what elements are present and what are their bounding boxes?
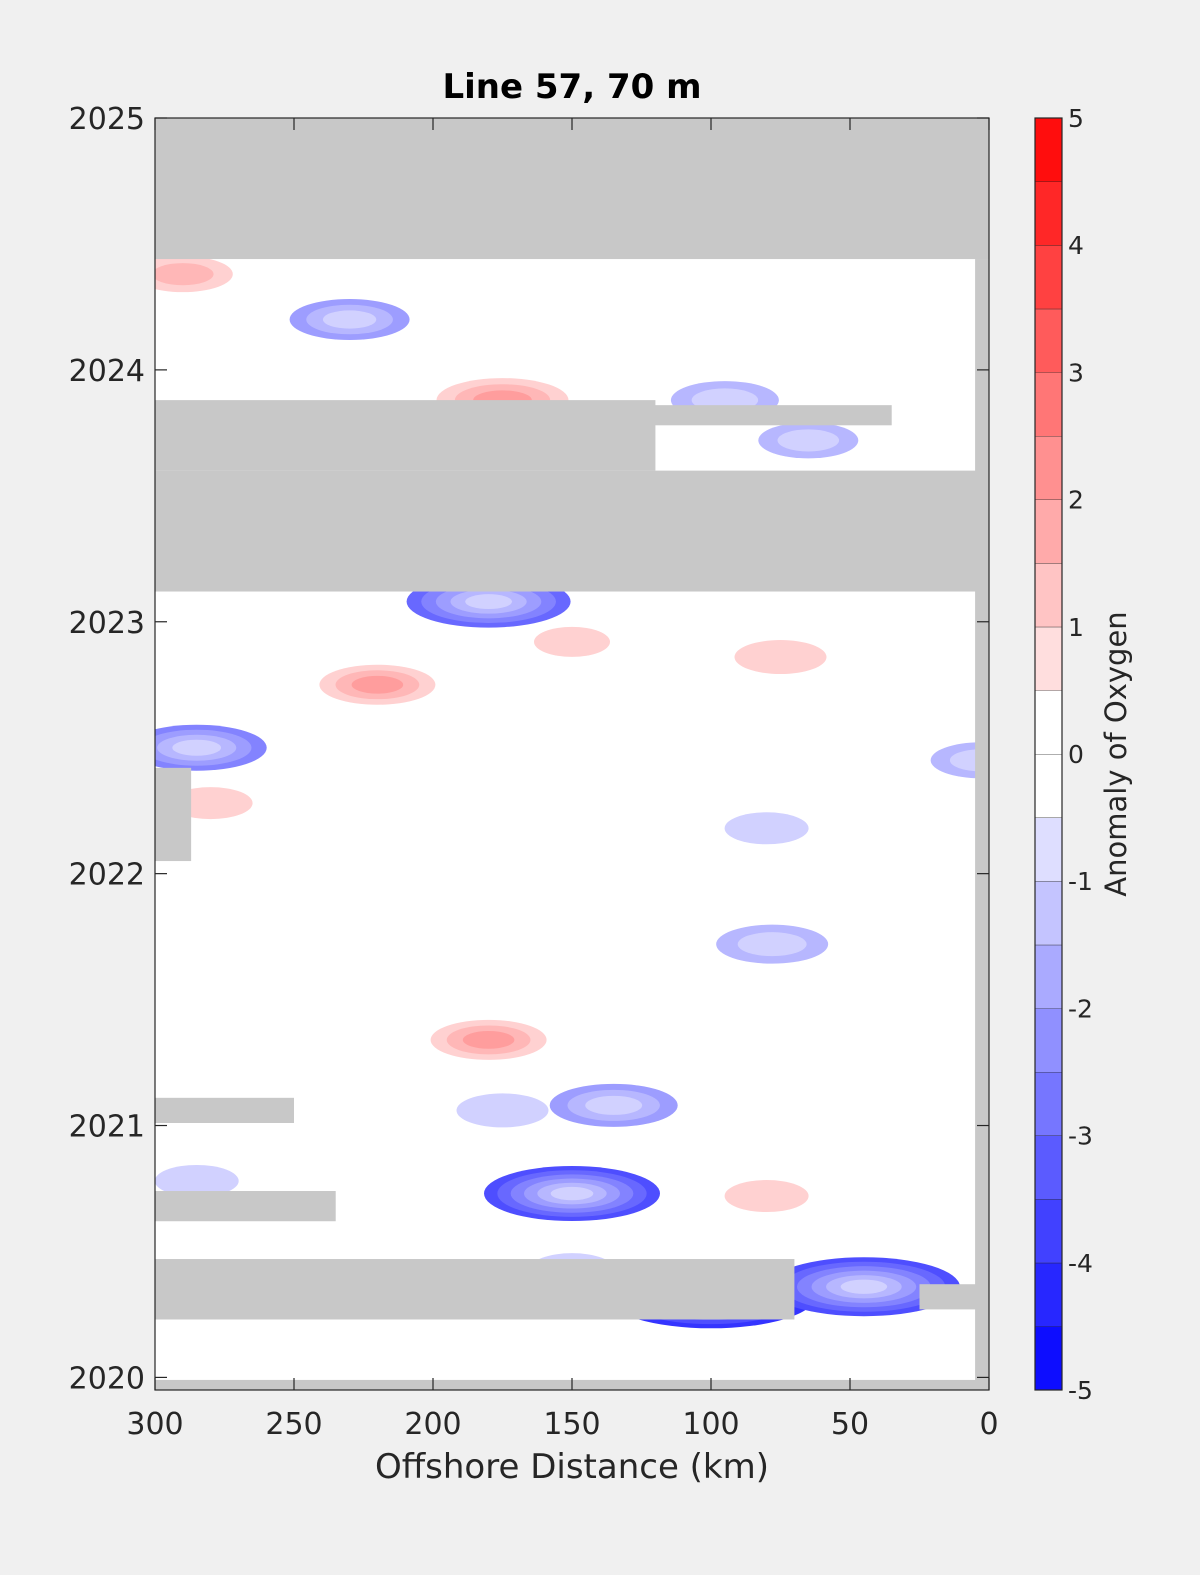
colorbar-tick-label: 0	[1068, 740, 1084, 769]
x-tick-label: 100	[682, 1407, 739, 1442]
x-tick-label: 200	[404, 1407, 461, 1442]
anomaly-feature	[724, 812, 809, 845]
anomaly-feature	[155, 724, 267, 771]
colorbar-tick-label: -4	[1068, 1249, 1093, 1278]
colorbar: 5 4 3 2 1 0 -1 -2 -3 -4 -5	[1034, 104, 1093, 1405]
colorbar-tick-label: -3	[1068, 1122, 1093, 1151]
x-tick-label: 250	[265, 1407, 322, 1442]
colorbar-band	[1035, 1199, 1062, 1263]
colorbar-tick-label: 4	[1068, 231, 1084, 260]
colorbar-band	[1035, 817, 1062, 882]
x-tick-label: 300	[126, 1407, 183, 1442]
x-tick-label: 150	[543, 1407, 600, 1442]
contour-band	[724, 1180, 809, 1213]
anomaly-feature	[484, 1166, 660, 1222]
anomaly-feature	[549, 1083, 678, 1127]
contour-band	[777, 429, 840, 452]
anomaly-feature	[155, 1164, 239, 1197]
y-tick-label: 2020	[69, 1361, 145, 1396]
contour-band	[840, 1279, 888, 1294]
contour-band	[462, 1030, 515, 1049]
anomaly-feature	[767, 1257, 960, 1317]
colorbar-band	[1035, 1072, 1062, 1136]
x-tick-label: 50	[831, 1407, 869, 1442]
colorbar-frame	[1034, 117, 1063, 1391]
colorbar-band	[1035, 1135, 1062, 1200]
contour-band	[465, 594, 513, 610]
colorbar-tick-label: 3	[1068, 358, 1084, 387]
no-data-region	[975, 259, 989, 1390]
x-axis-label: Offshore Distance (km)	[375, 1447, 769, 1487]
colorbar-band	[1035, 881, 1062, 945]
anomaly-feature	[456, 1093, 549, 1128]
anomaly-feature	[289, 299, 410, 341]
no-data-region	[155, 1191, 336, 1222]
contour-band	[322, 310, 377, 329]
y-tick-label: 2025	[69, 102, 145, 137]
colorbar-label: Anomaly of Oxygen	[1099, 611, 1133, 896]
colorbar-band	[1035, 1262, 1062, 1327]
colorbar-band	[1035, 944, 1062, 1009]
colorbar-band	[1035, 118, 1062, 182]
y-tick-label: 2024	[69, 354, 145, 389]
no-data-region	[516, 405, 892, 426]
no-data-region	[155, 470, 989, 592]
contour-band	[734, 640, 827, 675]
colorbar-band	[1035, 690, 1062, 754]
y-axis-ticks: 2020 2021 2022 2023 2024 2025	[69, 102, 989, 1396]
chart-title: Line 57, 70 m	[442, 67, 701, 107]
colorbar-tick-label: 1	[1068, 613, 1084, 642]
contour-band	[456, 1093, 549, 1128]
anomaly-feature	[734, 640, 827, 675]
colorbar-tick-label: -2	[1068, 994, 1093, 1023]
colorbar-band	[1035, 436, 1062, 500]
y-tick-label: 2022	[69, 858, 145, 893]
x-axis-ticks: 300 250 200 150 100 50 0	[126, 118, 999, 1442]
colorbar-band	[1035, 754, 1062, 818]
contour-band	[724, 812, 809, 845]
anomaly-feature	[724, 1180, 809, 1213]
contour-band	[172, 739, 222, 756]
no-data-region	[155, 118, 989, 260]
colorbar-band	[1035, 563, 1062, 627]
colorbar-band	[1035, 1008, 1062, 1072]
anomaly-feature	[155, 256, 233, 293]
contour-band	[155, 263, 214, 286]
no-data-region	[155, 1259, 795, 1320]
contour-band	[550, 1186, 594, 1201]
x-tick-label: 0	[979, 1407, 998, 1442]
colorbar-band	[1035, 626, 1062, 691]
colorbar-band	[1035, 181, 1062, 246]
no-data-region	[155, 767, 192, 862]
y-tick-label: 2021	[69, 1110, 145, 1145]
contour-band	[737, 932, 807, 957]
contour-band	[534, 626, 610, 657]
anomaly-feature	[534, 626, 610, 657]
contour-band	[585, 1095, 643, 1115]
colorbar-band	[1035, 499, 1062, 564]
colorbar-tick-label: -1	[1068, 867, 1093, 896]
colorbar-band	[1035, 372, 1062, 436]
contour-band	[351, 675, 404, 694]
anomaly-feature	[758, 422, 859, 459]
colorbar-band	[1035, 1326, 1062, 1390]
anomaly-feature	[319, 664, 436, 705]
colorbar-band	[1035, 308, 1062, 373]
colorbar-tick-label: 2	[1068, 486, 1084, 515]
colorbar-band	[1035, 245, 1062, 309]
anomaly-feature	[716, 924, 829, 964]
no-data-region	[155, 1097, 294, 1124]
colorbar-tick-label: -5	[1068, 1376, 1093, 1405]
y-tick-label: 2023	[69, 606, 145, 641]
contour-band	[155, 1164, 239, 1197]
anomaly-feature	[430, 1019, 547, 1060]
colorbar-tick-label: 5	[1068, 104, 1084, 133]
